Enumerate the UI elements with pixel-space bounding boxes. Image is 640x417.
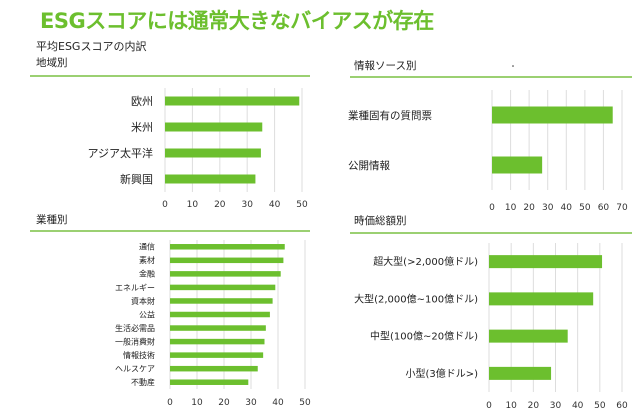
category-label: 業種固有の質問票: [348, 109, 432, 122]
x-tick-label: 70: [616, 203, 628, 213]
bar: [170, 271, 281, 277]
category-label: 新興国: [120, 172, 153, 186]
category-label: 通信: [139, 242, 155, 252]
bar: [489, 292, 594, 306]
x-tick-label: 60: [616, 401, 628, 411]
x-tick-label: 50: [299, 398, 311, 408]
x-tick-label: 30: [245, 398, 257, 408]
x-tick-label: 20: [528, 401, 540, 411]
category-label: アジア太平洋: [87, 146, 153, 160]
x-tick-label: 20: [523, 203, 535, 213]
chart-header: 時価総額別: [354, 214, 407, 227]
stray-dot: [512, 65, 514, 67]
x-tick-label: 0: [489, 203, 495, 213]
category-label: 公開情報: [348, 159, 390, 172]
bar: [170, 325, 266, 331]
x-tick-label: 0: [486, 401, 492, 411]
x-tick-label: 30: [550, 401, 562, 411]
bar: [170, 311, 270, 318]
bar: [489, 366, 552, 380]
bar: [170, 257, 284, 264]
category-label: 欧州: [131, 95, 153, 108]
bar: [489, 329, 568, 343]
x-tick-label: 20: [214, 200, 226, 210]
category-label: 中型(100億~20億ドル): [370, 330, 478, 343]
category-label: 米州: [131, 121, 153, 134]
chart-header: 業種別: [36, 213, 68, 226]
bar: [170, 298, 273, 304]
x-tick-label: 60: [598, 203, 610, 213]
x-tick-label: 30: [542, 203, 554, 213]
category-label: 不動産: [131, 377, 155, 387]
x-tick-label: 30: [241, 200, 253, 210]
bar: [170, 284, 276, 291]
category-label: 生活必需品: [115, 323, 155, 333]
bar: [165, 96, 300, 106]
x-tick-label: 50: [296, 200, 308, 210]
bar: [170, 352, 264, 358]
category-label: 一般消費財: [115, 336, 155, 346]
category-label: 素材: [139, 255, 155, 265]
bar: [170, 365, 258, 372]
x-tick-label: 0: [162, 200, 168, 210]
x-tick-label: 40: [561, 203, 573, 213]
x-tick-label: 40: [272, 398, 284, 408]
bar: [492, 106, 613, 124]
x-tick-label: 50: [594, 401, 606, 411]
category-label: 公益: [139, 309, 155, 319]
category-label: エネルギー: [115, 283, 155, 292]
x-tick-label: 10: [187, 200, 199, 210]
x-tick-label: 10: [505, 203, 517, 213]
category-label: 金融: [139, 269, 155, 279]
category-label: 大型(2,000億~100億ドル): [354, 292, 478, 305]
chart-header: 地域別: [36, 56, 68, 69]
page-title: ESGスコアには通常大きなバイアスが存在: [40, 9, 434, 33]
x-tick-label: 20: [218, 398, 230, 408]
chart-header: 情報ソース別: [354, 59, 416, 72]
category-label: 小型(3億ドル>): [405, 367, 478, 380]
category-label: 資本財: [131, 296, 155, 306]
category-label: 超大型(>2,000億ドル): [373, 255, 478, 268]
x-tick-label: 10: [191, 398, 203, 408]
x-tick-label: 40: [572, 401, 584, 411]
chart-subtitle: 平均ESGスコアの内訳: [36, 40, 147, 53]
x-tick-label: 10: [505, 401, 517, 411]
x-tick-label: 50: [579, 203, 591, 213]
bar: [170, 338, 265, 345]
x-tick-label: 40: [269, 200, 281, 210]
bar: [492, 156, 543, 174]
bar: [165, 122, 263, 132]
bar: [489, 255, 603, 269]
bar: [170, 379, 249, 385]
bar: [165, 174, 256, 184]
x-tick-label: 0: [167, 398, 173, 408]
bar: [165, 148, 261, 158]
bar: [170, 244, 285, 250]
category-label: ヘルスケア: [115, 365, 155, 374]
category-label: 情報技術: [123, 350, 155, 360]
